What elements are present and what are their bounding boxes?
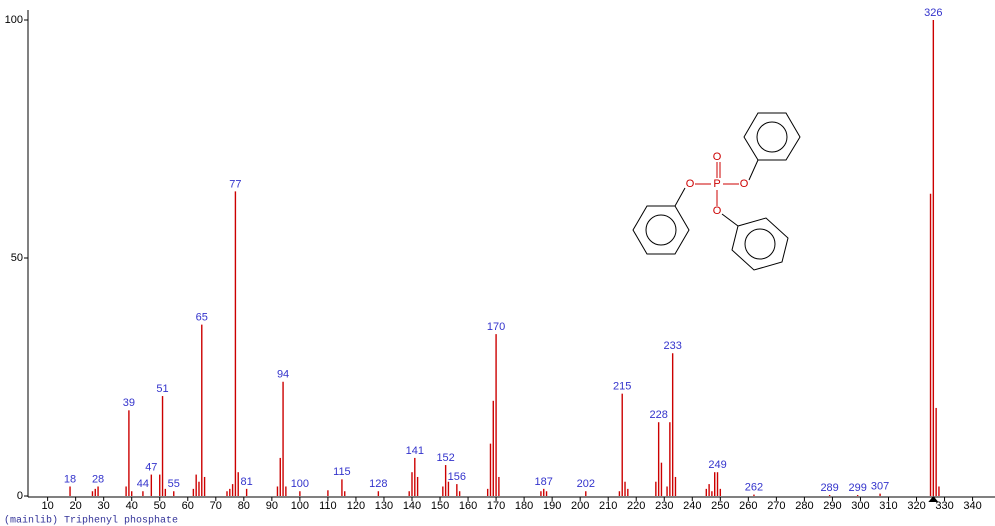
peak-label: 65: [196, 312, 208, 324]
x-tick-label: 240: [683, 500, 701, 512]
y-tick-label: 0: [17, 490, 23, 502]
x-tick-label: 210: [599, 500, 617, 512]
peak-label: 128: [369, 478, 387, 490]
x-tick-label: 320: [907, 500, 925, 512]
x-tick-label: 130: [375, 500, 393, 512]
peak-label: 262: [745, 481, 763, 493]
x-tick-label: 40: [126, 500, 138, 512]
x-tick-label: 230: [655, 500, 673, 512]
x-tick-label: 290: [823, 500, 841, 512]
x-tick-label: 50: [154, 500, 166, 512]
x-tick-label: 100: [291, 500, 309, 512]
peak-label: 115: [333, 466, 351, 478]
peak-label: 81: [241, 476, 253, 488]
x-tick-label: 280: [795, 500, 813, 512]
atom-label: O: [686, 178, 695, 190]
x-tick-label: 20: [70, 500, 82, 512]
atom-label: P: [713, 178, 720, 190]
peak-label: 249: [708, 459, 726, 471]
x-tick-label: 60: [182, 500, 194, 512]
peak-label: 299: [848, 482, 866, 494]
peak-label: 100: [291, 478, 309, 490]
peak-label: 228: [649, 409, 667, 421]
x-tick-label: 10: [41, 500, 53, 512]
x-tick-label: 250: [711, 500, 729, 512]
peak-label: 307: [871, 481, 889, 493]
x-tick-label: 310: [879, 500, 897, 512]
x-tick-label: 200: [571, 500, 589, 512]
x-tick-label: 30: [98, 500, 110, 512]
peak-label: 289: [820, 482, 838, 494]
x-tick-label: 340: [963, 500, 981, 512]
x-tick-label: 160: [459, 500, 477, 512]
peak-label: 233: [663, 340, 681, 352]
base-peak-marker: [928, 496, 939, 502]
peak-label: 44: [137, 478, 149, 490]
y-tick-label: 50: [11, 252, 23, 264]
peak-label: 326: [924, 7, 942, 19]
x-tick-label: 180: [515, 500, 533, 512]
x-tick-label: 260: [739, 500, 757, 512]
x-tick-label: 330: [935, 500, 953, 512]
peak-label: 187: [535, 476, 553, 488]
peak-label: 77: [229, 178, 241, 190]
peak-label: 28: [92, 473, 104, 485]
x-tick-label: 80: [238, 500, 250, 512]
y-tick-label: 100: [5, 14, 23, 26]
atom-label: O: [713, 205, 722, 217]
x-tick-label: 90: [266, 500, 278, 512]
peak-label: 47: [145, 461, 157, 473]
atom-label: O: [713, 151, 722, 163]
peak-label: 94: [277, 369, 289, 381]
x-tick-label: 300: [851, 500, 869, 512]
x-tick-label: 220: [627, 500, 645, 512]
peak-label: 156: [448, 471, 466, 483]
peak-label: 141: [406, 445, 424, 457]
x-tick-label: 170: [487, 500, 505, 512]
peak-label: 152: [436, 452, 454, 464]
chart-title: (mainlib) Triphenyl phosphate: [4, 515, 178, 526]
x-tick-label: 110: [319, 500, 337, 512]
x-tick-label: 70: [210, 500, 222, 512]
peak-label: 18: [64, 473, 76, 485]
peak-label: 51: [156, 383, 168, 395]
atom-label: O: [740, 178, 749, 190]
peak-label: 202: [577, 478, 595, 490]
x-tick-label: 140: [403, 500, 421, 512]
peak-label: 215: [613, 381, 631, 393]
molecule: O P O O O: [632, 112, 801, 271]
peak-label: 170: [487, 321, 505, 333]
peak-label: 39: [123, 397, 135, 409]
x-tick-label: 150: [431, 500, 449, 512]
x-tick-label: 270: [767, 500, 785, 512]
x-tick-label: 120: [347, 500, 365, 512]
x-tick-label: 190: [543, 500, 561, 512]
peak-label: 55: [168, 478, 180, 490]
